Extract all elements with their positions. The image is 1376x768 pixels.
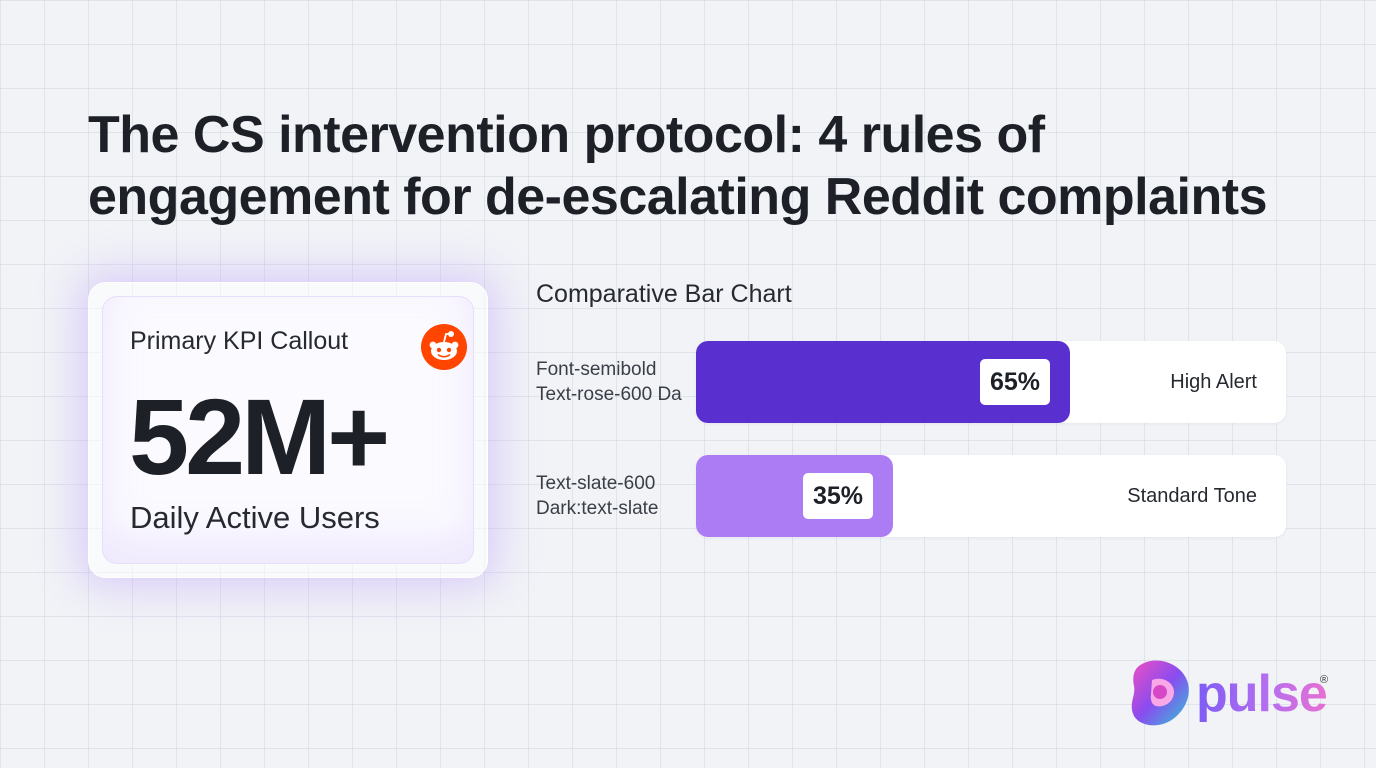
page-title: The CS intervention protocol: 4 rules of… [88,104,1328,228]
bar-status-label: High Alert [1170,371,1257,393]
pulse-logo-text: pulse [1196,656,1328,732]
reddit-icon [421,324,467,370]
bar-row-label: Text-slate-600 Dark:text-slate [536,471,694,521]
pulse-logo-icon [1131,660,1189,726]
page-title-line-1: The CS intervention protocol: 4 rules of [88,106,1045,164]
bar-row-label-line: Text-slate-600 [536,473,656,494]
kpi-card-inner: Primary KPI Callout 52M+ Daily Active Us… [103,297,473,563]
kpi-card: Primary KPI Callout 52M+ Daily Active Us… [88,282,488,578]
chart-title: Comparative Bar Chart [536,280,792,308]
bar-value-label: 35% [803,473,874,519]
bar-track: 65% High Alert [696,341,1286,423]
registered-mark: ® [1320,674,1329,686]
page-title-line-2: engagement for de-escalating Reddit comp… [88,168,1268,226]
bar-track: 35% Standard Tone [696,455,1286,537]
bar-row-label-line: Dark:text-slate [536,498,659,519]
pulse-logo: pulse ® [1128,656,1338,732]
bar-value-label: 65% [980,359,1051,405]
kpi-label: Primary KPI Callout [130,327,349,355]
bar-status-label: Standard Tone [1127,485,1257,507]
bar-row-label-line: Text-rose-600 Da [536,384,682,405]
kpi-value: 52M+ [129,376,390,497]
kpi-caption: Daily Active Users [130,500,380,535]
bar-row-label-line: Font-semibold [536,359,657,380]
bar-row-label: Font-semibold Text-rose-600 Da [536,357,694,407]
